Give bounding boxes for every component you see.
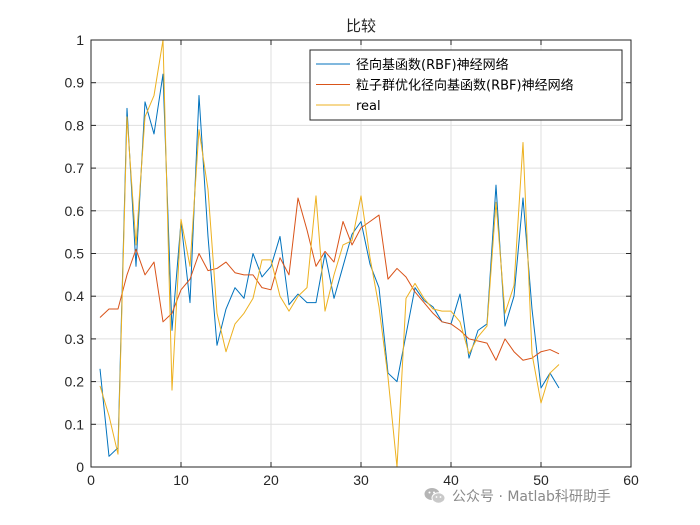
y-tick-label: 0.4 xyxy=(65,288,85,304)
y-tick-label: 0 xyxy=(76,459,84,475)
x-tick-label: 30 xyxy=(353,472,369,488)
x-tick-label: 40 xyxy=(443,472,459,488)
y-tick-label: 0.6 xyxy=(65,203,85,219)
y-tick-label: 1 xyxy=(76,32,84,48)
legend-box xyxy=(309,49,623,121)
legend-label-3: real xyxy=(356,99,381,114)
y-tick-label: 0.5 xyxy=(65,246,85,262)
legend-label-1: 径向基函数(RBF)神经网络 xyxy=(356,57,509,73)
y-tick-label: 0.2 xyxy=(65,374,85,390)
x-tick-label: 0 xyxy=(87,472,95,488)
y-tick-label: 0.3 xyxy=(65,331,85,347)
watermark-text: 公众号 · Matlab科研助手 xyxy=(452,489,611,505)
watermark: 公众号 · Matlab科研助手 xyxy=(424,484,611,508)
series-line-3 xyxy=(99,40,560,467)
x-tick-label: 10 xyxy=(173,472,189,488)
y-tick-label: 0.1 xyxy=(65,416,85,432)
x-tick-label: 60 xyxy=(623,472,639,488)
y-tick-label: 0.8 xyxy=(65,117,85,133)
x-tick-label: 20 xyxy=(263,472,279,488)
x-tick-label: 50 xyxy=(533,472,549,488)
series-layer xyxy=(99,40,560,467)
ticks: 0 10 20 30 40 50 60 0 0.1 0.2 0.3 0.4 0.5 0.6 0.7 0.8 0.… xyxy=(65,32,639,488)
y-tick-label: 0.9 xyxy=(65,75,85,91)
legend-label-2: 粒子群优化径向基函数(RBF)神经网络 xyxy=(356,78,574,94)
y-tick-label: 0.7 xyxy=(65,160,85,176)
series-line-1 xyxy=(99,73,560,457)
wechat-icon xyxy=(424,488,446,504)
chart-title: 比较 xyxy=(346,17,376,35)
